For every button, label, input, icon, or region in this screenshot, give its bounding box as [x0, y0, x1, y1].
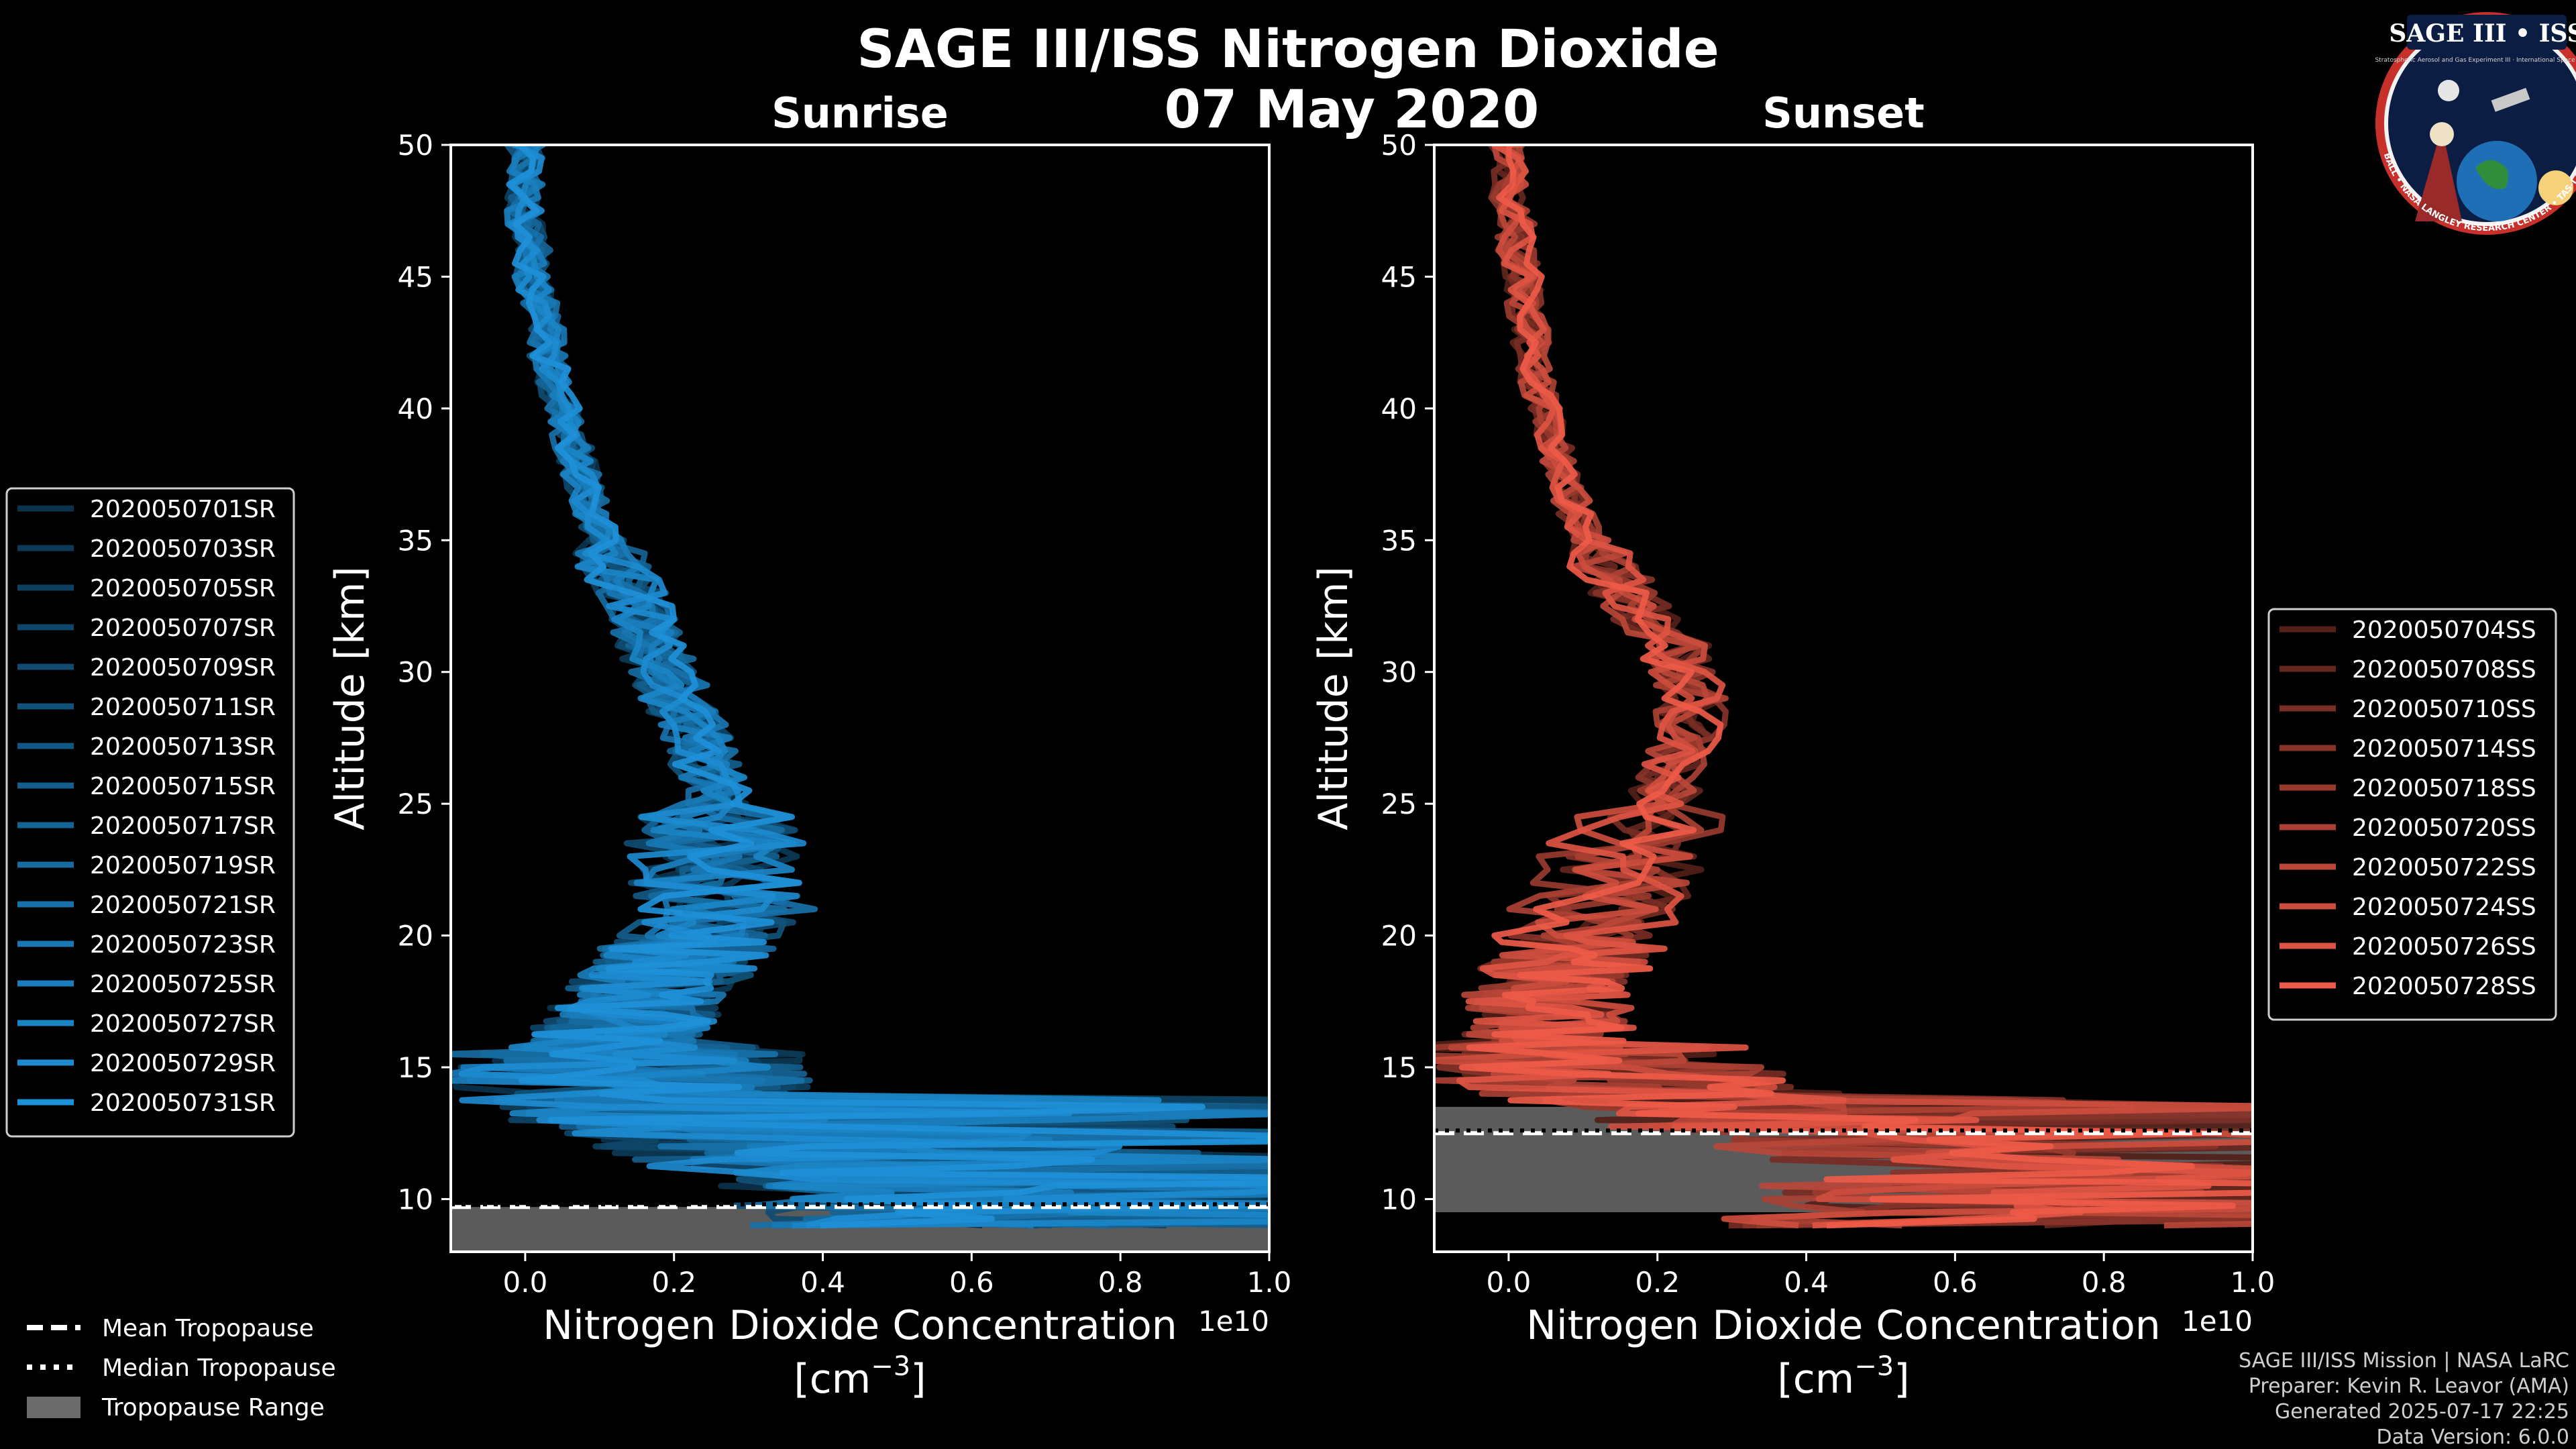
sunrise-offset-text: 1e10	[1198, 1305, 1269, 1338]
sunrise-xtick-label: 0.4	[800, 1266, 845, 1299]
sunset-ytick-label: 15	[1381, 1051, 1417, 1084]
sunrise-ytick-label: 35	[398, 524, 433, 557]
sunrise-legend-label: 2020050705SR	[90, 575, 276, 602]
sunset-ylabel: Altitude [km]	[1310, 566, 1357, 830]
sunset-ytick-label: 45	[1381, 260, 1417, 293]
sunrise-legend-label: 2020050731SR	[90, 1089, 276, 1117]
sunset-xtick-label: 0.6	[1933, 1266, 1978, 1299]
sunset-xtick-label: 1.0	[2231, 1266, 2275, 1299]
sunrise-legend-label: 2020050709SR	[90, 654, 276, 682]
sunset-legend-label: 2020050714SS	[2352, 735, 2536, 763]
sunrise-ytick-label: 50	[398, 129, 433, 162]
sunset-panel: 0.0 0.2 0.4 0.6 0.8 1.0 10 15 20 25 30 35 40 45 50 1e10…	[1310, 89, 2275, 1403]
sunrise-ytick-label: 40	[398, 392, 433, 425]
sunset-legend: 2020050704SS 2020050708SS 2020050710SS 2020…	[2267, 608, 2557, 1021]
sunrise-legend-label: 2020050719SR	[90, 852, 276, 879]
sunrise-xlabel: Nitrogen Dioxide Concentration	[543, 1302, 1177, 1349]
sunset-ytick-label: 25	[1381, 788, 1417, 820]
sunset-ytick-label: 35	[1381, 524, 1417, 557]
sunrise-legend-label: 2020050729SR	[90, 1050, 276, 1077]
sunset-ytick-label: 30	[1381, 656, 1417, 689]
tropopause-legend: Mean Tropopause Median Tropopause Tropop…	[27, 1315, 336, 1421]
sunset-profile-2020050726SS	[1456, 145, 2253, 1229]
sunset-ytick-label: 20	[1381, 920, 1417, 953]
sunrise-xtick-label: 0.6	[949, 1266, 994, 1299]
sunrise-panel-title: Sunrise	[771, 89, 949, 138]
sunset-legend-box	[2267, 608, 2557, 1021]
sunset-ytick-label: 10	[1381, 1183, 1417, 1216]
sunset-legend-label: 2020050708SS	[2352, 656, 2536, 684]
sunrise-legend-label: 2020050721SR	[90, 892, 276, 919]
sunset-offset-text: 1e10	[2182, 1305, 2253, 1338]
sunrise-xtick-label: 1.0	[1247, 1266, 1292, 1299]
sunrise-axes-frame	[449, 144, 1271, 1253]
sunrise-legend-label: 2020050713SR	[90, 733, 276, 761]
sunrise-legend: 2020050701SR 2020050703SR 2020050705SR 2020…	[5, 487, 295, 1138]
sunrise-legend-label: 2020050707SR	[90, 614, 276, 642]
moon-icon	[2438, 80, 2459, 101]
sunrise-xtick-label: 0.2	[651, 1266, 696, 1299]
space-station-icon	[2491, 87, 2530, 112]
logo-subtitle: Stratospheric Aerosol and Gas Experiment…	[2375, 57, 2576, 64]
credit-line-2: Preparer: Kevin R. Leavor (AMA)	[2249, 1375, 2569, 1398]
sunrise-legend-label: 2020050727SR	[90, 1010, 276, 1038]
tropopause-range-swatch	[27, 1397, 80, 1418]
logo-title: SAGE III • ISS	[2389, 19, 2576, 48]
credits: SAGE III/ISS Mission | NASA LaRC Prepare…	[2239, 1349, 2569, 1449]
credit-line-4: Data Version: 6.0.0	[2377, 1426, 2569, 1449]
sunset-ytick-label: 40	[1381, 392, 1417, 425]
sunrise-xtick-label: 0.8	[1098, 1266, 1143, 1299]
sunrise-panel: 0.0 0.2 0.4 0.6 0.8 1.0 10 15 20 25 30 35 40 45 50 1e10…	[327, 89, 1292, 1403]
sunrise-profile-2020050731SR	[506, 145, 1269, 1229]
mean-tropopause-label: Mean Tropopause	[102, 1315, 314, 1342]
sunset-xlabel-unit: [cm−3]	[1777, 1351, 1909, 1403]
figure-title: SAGE III/ISS Nitrogen Dioxide	[857, 19, 1719, 80]
sunset-legend-label: 2020050726SS	[2352, 933, 2536, 961]
sun-icon	[2538, 170, 2573, 205]
sunset-xtick-label: 0.8	[2082, 1266, 2127, 1299]
sunset-legend-label: 2020050722SS	[2352, 854, 2536, 881]
sunrise-xlabel-unit: [cm−3]	[794, 1351, 926, 1403]
sunset-ytick-label: 50	[1381, 129, 1417, 162]
sunset-legend-label: 2020050718SS	[2352, 775, 2536, 802]
tropopause-range-label: Tropopause Range	[101, 1394, 325, 1421]
sunset-profile-2020050722SS	[1448, 145, 2253, 1229]
sunrise-legend-label: 2020050703SR	[90, 535, 276, 563]
sunset-panel-title: Sunset	[1762, 89, 1925, 138]
sunrise-legend-label: 2020050711SR	[90, 694, 276, 721]
sunrise-ytick-label: 15	[398, 1051, 433, 1084]
credit-line-1: SAGE III/ISS Mission | NASA LaRC	[2239, 1349, 2569, 1373]
sunset-axes-frame	[1433, 144, 2254, 1253]
sunrise-legend-label: 2020050723SR	[90, 931, 276, 959]
sunrise-ylabel: Altitude [km]	[327, 566, 374, 830]
sunset-legend-label: 2020050720SS	[2352, 814, 2536, 842]
wizard-icon	[2415, 127, 2462, 221]
sunset-legend-label: 2020050724SS	[2352, 894, 2536, 921]
sunrise-legend-label: 2020050715SR	[90, 773, 276, 800]
sunrise-ytick-label: 10	[398, 1183, 433, 1216]
sunrise-ytick-label: 45	[398, 260, 433, 293]
sunrise-ytick-label: 20	[398, 920, 433, 953]
sunrise-legend-label: 2020050717SR	[90, 812, 276, 840]
sunset-legend-label: 2020050704SS	[2352, 616, 2536, 644]
sunrise-legend-label: 2020050725SR	[90, 971, 276, 998]
sunrise-ytick-label: 30	[398, 656, 433, 689]
sunset-xtick-label: 0.2	[1635, 1266, 1680, 1299]
sunrise-xtick-label: 0.0	[503, 1266, 548, 1299]
sunrise-ytick-label: 25	[398, 788, 433, 820]
sunset-xtick-label: 0.0	[1487, 1266, 1532, 1299]
credit-line-3: Generated 2025-07-17 22:25	[2275, 1400, 2569, 1424]
sunset-xtick-label: 0.4	[1784, 1266, 1829, 1299]
sunset-profile-2020050728SS	[1458, 145, 2253, 1229]
figure-date: 07 May 2020	[1165, 80, 1540, 140]
sunrise-legend-box	[5, 487, 295, 1138]
sunset-legend-label: 2020050728SS	[2352, 973, 2536, 1000]
sunset-xlabel: Nitrogen Dioxide Concentration	[1526, 1302, 2161, 1349]
sunset-legend-label: 2020050710SS	[2352, 696, 2536, 723]
sunrise-legend-label: 2020050701SR	[90, 496, 276, 523]
median-tropopause-label: Median Tropopause	[102, 1354, 336, 1382]
